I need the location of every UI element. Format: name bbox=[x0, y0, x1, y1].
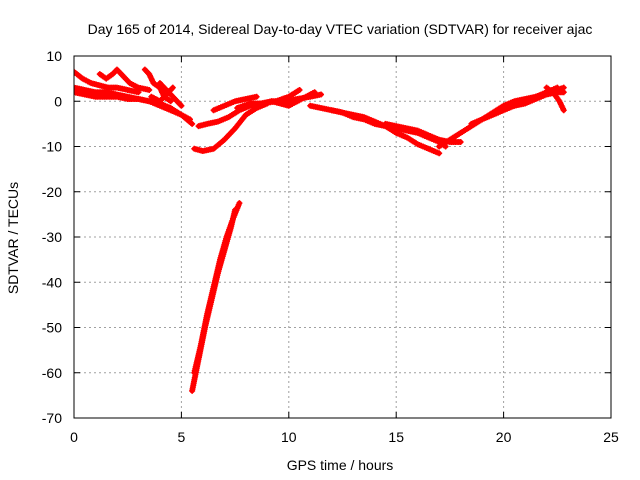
data-point bbox=[296, 86, 303, 93]
series-group bbox=[74, 66, 567, 394]
y-tick-label-8: -70 bbox=[42, 410, 62, 426]
y-tick-label-4: -30 bbox=[42, 229, 62, 245]
plot-frame bbox=[73, 55, 612, 419]
series-arc-21 bbox=[543, 84, 567, 114]
series-line-arc-18 bbox=[436, 89, 567, 149]
x-tick-label-4: 20 bbox=[496, 429, 512, 445]
data-point bbox=[560, 107, 567, 114]
axis-ticks: 0 5 10 15 20 25 10 0 -10 -20 -30 -40 -50 -60 -70 bbox=[42, 48, 619, 445]
series-arc-10 bbox=[210, 93, 260, 114]
data-point bbox=[169, 84, 176, 91]
x-tick-label-3: 15 bbox=[388, 429, 404, 445]
y-tick-label-7: -60 bbox=[42, 365, 62, 381]
x-tick-label-5: 25 bbox=[603, 429, 619, 445]
chart-title: Day 165 of 2014, Sidereal Day-to-day VTE… bbox=[88, 21, 593, 37]
y-tick-label-2: -10 bbox=[42, 139, 62, 155]
data-point bbox=[457, 138, 464, 145]
x-tick-label-2: 10 bbox=[281, 429, 297, 445]
data-point bbox=[236, 200, 243, 207]
data-point bbox=[168, 85, 175, 92]
data-point bbox=[311, 89, 318, 96]
data-point bbox=[146, 86, 153, 93]
grid-lines bbox=[74, 56, 611, 418]
series-arc-7 bbox=[156, 80, 185, 109]
series-arc-3 bbox=[74, 68, 142, 96]
y-tick-label-6: -50 bbox=[42, 320, 62, 336]
y-tick-label-1: 0 bbox=[54, 93, 62, 109]
data-point bbox=[560, 84, 567, 91]
x-axis-label: GPS time / hours bbox=[287, 457, 394, 473]
series-arc-14 bbox=[191, 200, 243, 376]
data-point bbox=[178, 102, 185, 109]
x-tick-label-1: 5 bbox=[178, 429, 186, 445]
y-tick-label-3: -20 bbox=[42, 184, 62, 200]
data-point bbox=[167, 98, 174, 105]
data-point bbox=[189, 120, 196, 127]
y-tick-label-0: 10 bbox=[46, 48, 62, 64]
data-point bbox=[177, 101, 184, 108]
series-arc-12 bbox=[268, 89, 318, 109]
series-arc-16 bbox=[328, 107, 449, 150]
y-tick-label-5: -40 bbox=[42, 274, 62, 290]
series-arc-2 bbox=[74, 89, 196, 127]
y-axis-label: SDTVAR / TECUs bbox=[5, 182, 21, 294]
x-tick-label-0: 0 bbox=[70, 429, 78, 445]
data-point bbox=[253, 93, 260, 100]
data-point bbox=[318, 91, 325, 98]
series-arc-4 bbox=[96, 66, 153, 93]
plot-area bbox=[74, 66, 567, 394]
data-point bbox=[436, 150, 443, 157]
